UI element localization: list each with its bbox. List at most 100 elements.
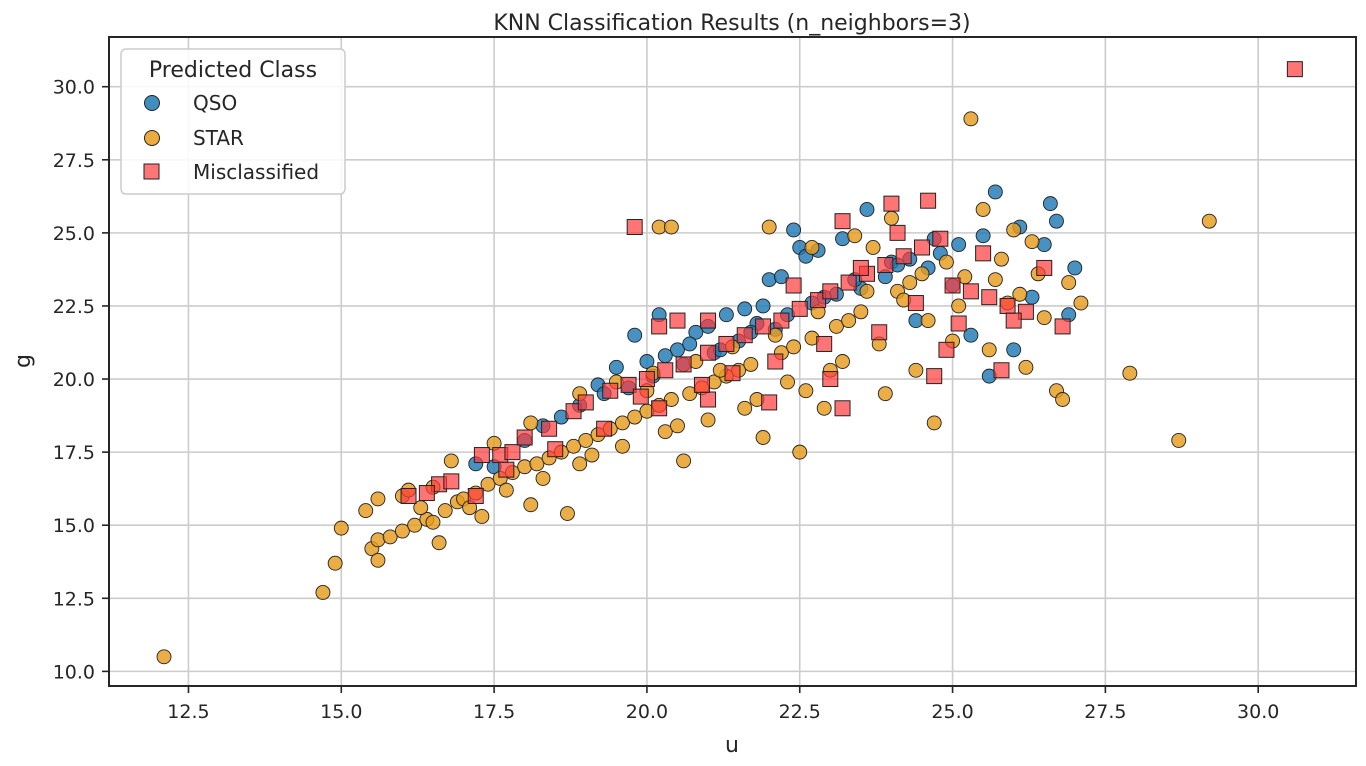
point-qso	[627, 327, 643, 343]
point-misclassified	[852, 259, 869, 276]
point-misclassified	[1036, 259, 1053, 276]
point-star	[663, 392, 679, 407]
point-star	[1006, 222, 1022, 238]
point-star	[987, 272, 1003, 288]
legend-box	[120, 48, 346, 195]
point-qso	[1042, 196, 1058, 212]
y-tick-label: 15.0	[53, 515, 95, 537]
point-misclassified	[443, 473, 460, 490]
point-star	[425, 514, 441, 530]
point-star	[572, 456, 588, 472]
point-qso	[835, 231, 850, 247]
y-axis-ticks: 10.0 12.5 15.0 17.5 20.0 22.5 25.0 27.5 30.0	[53, 77, 109, 683]
point-misclassified	[840, 274, 857, 291]
point-star	[1061, 275, 1077, 291]
point-star	[780, 374, 795, 390]
point-misclassified	[669, 312, 686, 329]
point-misclassified	[577, 394, 594, 411]
point-misclassified	[993, 362, 1010, 379]
point-misclassified	[473, 447, 490, 464]
point-qso	[773, 269, 789, 285]
x-tick-label: 22.5	[779, 701, 821, 723]
point-star	[566, 438, 582, 454]
point-misclassified	[718, 335, 735, 352]
point-star	[315, 585, 331, 600]
point-star	[1024, 234, 1040, 250]
point-misclassified	[810, 292, 827, 309]
point-misclassified	[767, 353, 784, 370]
point-qso	[1067, 260, 1083, 276]
point-star	[1012, 286, 1028, 302]
point-qso	[761, 272, 777, 288]
point-star	[657, 424, 673, 440]
point-qso	[737, 301, 753, 317]
point-star	[865, 240, 881, 255]
point-misclassified	[816, 335, 833, 352]
point-star	[1122, 365, 1138, 381]
point-misclassified	[700, 344, 717, 361]
point-misclassified	[565, 403, 582, 420]
x-axis-label: u	[725, 733, 739, 758]
y-axis-label: g	[11, 354, 36, 368]
point-misclassified	[400, 487, 417, 504]
point-qso	[987, 184, 1003, 200]
point-star	[615, 415, 630, 431]
plot-frame	[108, 36, 1357, 687]
point-qso	[639, 354, 655, 369]
data-points	[156, 61, 1303, 665]
point-misclassified	[944, 277, 961, 294]
point-star	[1055, 392, 1071, 407]
point-star	[523, 497, 539, 513]
point-qso	[951, 237, 967, 253]
point-star	[431, 535, 447, 551]
point-misclassified	[638, 371, 655, 388]
point-misclassified	[626, 219, 643, 236]
point-misclassified	[1005, 312, 1022, 329]
point-star	[370, 552, 386, 568]
legend: Predicted Class QSO STAR Misclassified	[120, 48, 346, 195]
point-misclassified	[938, 341, 955, 358]
point-misclassified	[785, 277, 802, 294]
point-star	[798, 383, 814, 399]
point-misclassified	[1017, 303, 1034, 320]
point-misclassified	[883, 195, 900, 212]
y-tick-label: 12.5	[53, 588, 95, 610]
point-star	[828, 318, 844, 334]
y-tick-label: 25.0	[53, 223, 95, 245]
point-misclassified	[822, 283, 839, 300]
point-qso	[786, 222, 802, 238]
y-tick-label: 30.0	[53, 77, 95, 99]
point-star	[786, 339, 802, 355]
point-qso	[859, 202, 875, 217]
legend-marker-qso	[144, 95, 160, 111]
point-misclassified	[871, 324, 888, 341]
point-star	[902, 275, 918, 291]
point-misclassified	[999, 297, 1016, 314]
point-star	[382, 529, 398, 545]
point-misclassified	[920, 192, 937, 209]
point-misclassified	[834, 213, 851, 230]
point-star	[859, 283, 875, 299]
point-star	[358, 503, 374, 519]
point-misclassified	[981, 289, 998, 306]
point-misclassified	[755, 318, 772, 335]
point-misclassified	[962, 283, 979, 300]
point-star	[737, 400, 753, 416]
point-star	[584, 447, 600, 463]
y-tick-label: 27.5	[53, 150, 95, 172]
y-tick-label: 20.0	[53, 369, 95, 391]
y-tick-label: 22.5	[53, 296, 95, 318]
point-misclassified	[761, 394, 778, 411]
point-star	[560, 506, 575, 521]
point-star	[394, 523, 410, 539]
point-misclassified	[651, 318, 668, 335]
point-star	[370, 491, 386, 507]
legend-label-qso: QSO	[193, 91, 237, 115]
point-star	[804, 240, 820, 255]
point-star	[908, 362, 924, 378]
x-tick-label: 27.5	[1084, 701, 1126, 723]
point-star	[981, 342, 997, 358]
point-misclassified	[950, 315, 967, 332]
point-misclassified	[620, 376, 637, 393]
